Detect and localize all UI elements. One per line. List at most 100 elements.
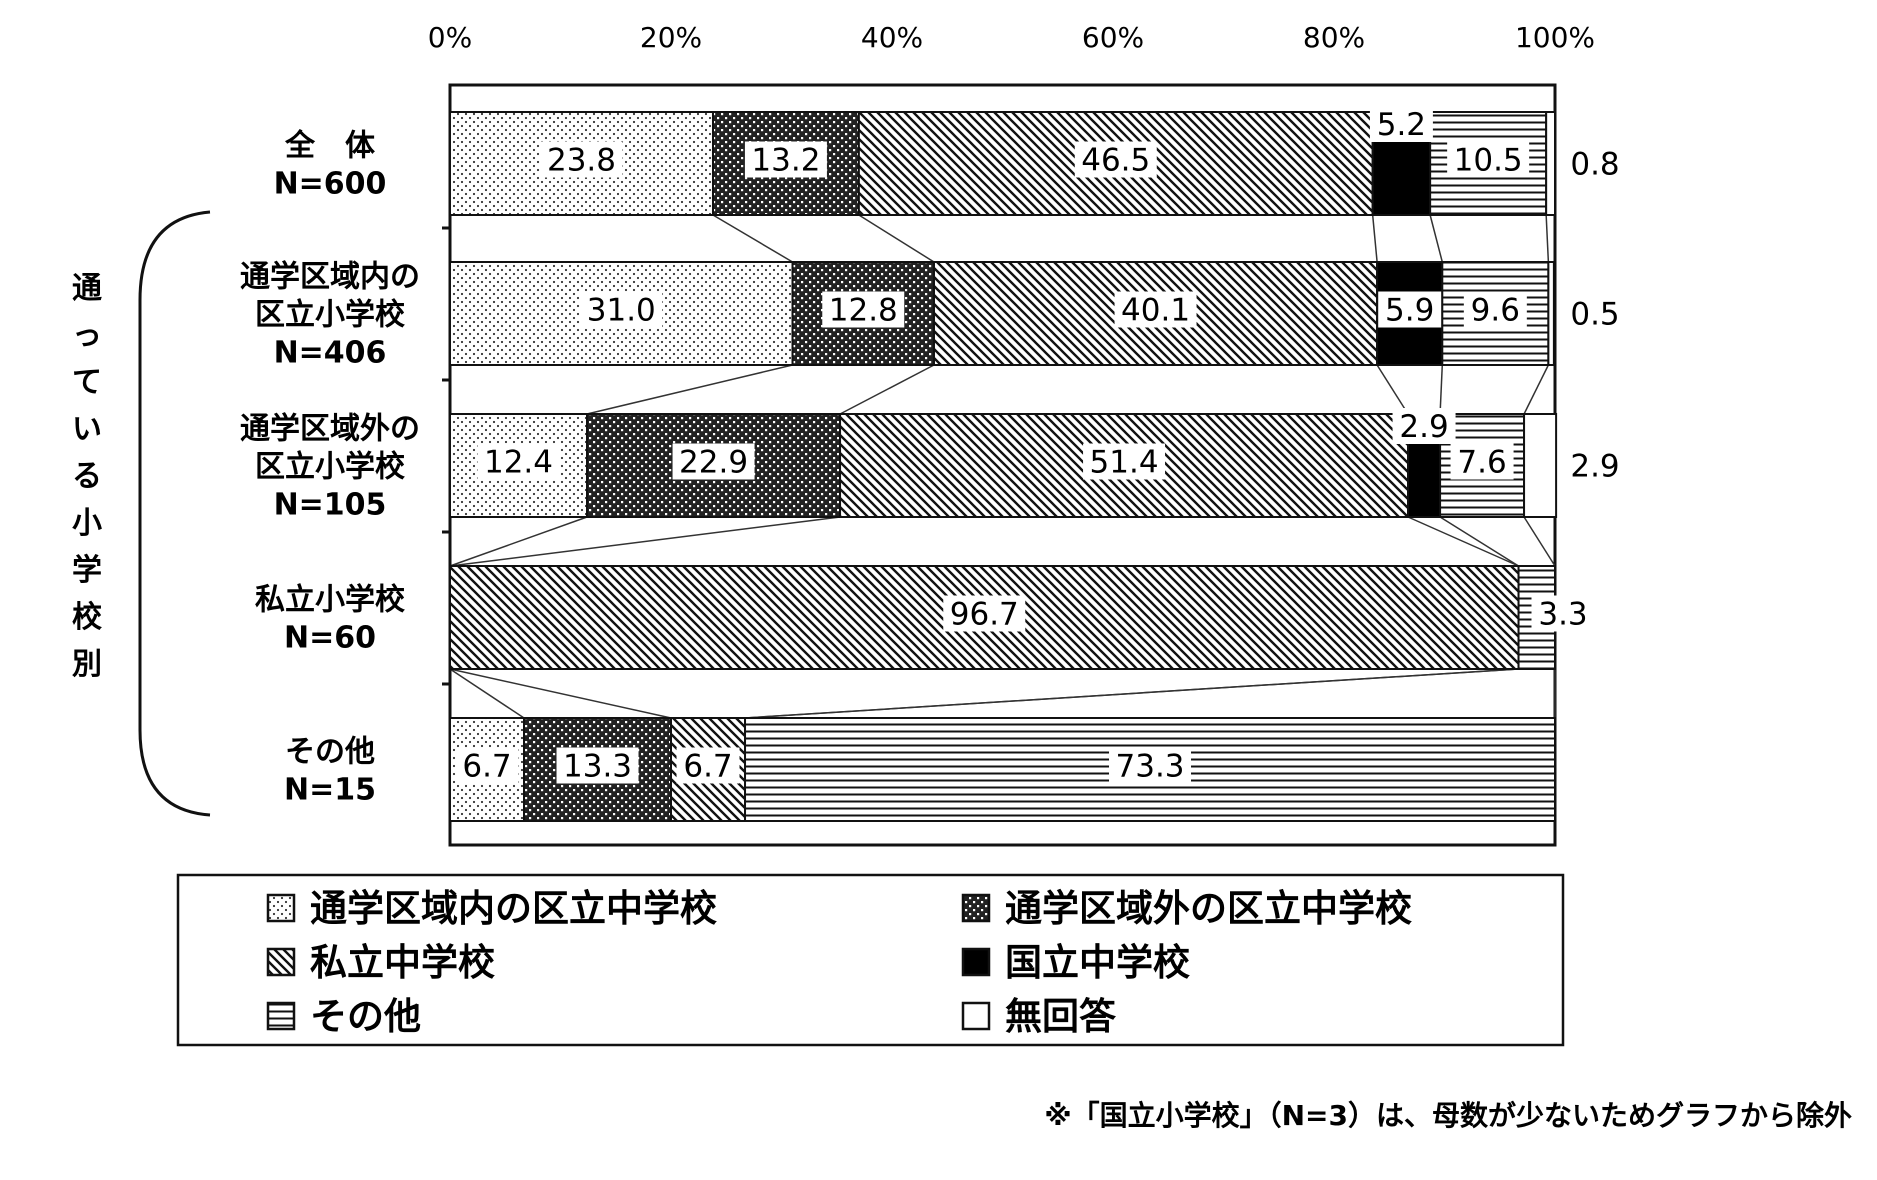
x-tick-label: 20% [640,21,702,54]
data-label: 22.9 [679,445,748,481]
legend-frame [176,873,1565,1047]
connector-line [1371,214,1378,263]
category-label: 通学区域内の [240,260,420,295]
connector-line [712,214,793,263]
data-label-background [455,747,519,784]
connector-line [1407,516,1519,567]
category-label: N=15 [284,773,376,808]
category-label: N=105 [274,488,387,523]
data-label: 40.1 [1121,293,1190,329]
group-label-char: て [72,365,102,400]
data-label: 13.2 [751,143,820,179]
data-label-background [1450,443,1514,480]
data-label: 7.6 [1457,445,1506,481]
data-labels: 23.8 13.2 46.5 5.2 10.5 0.8 31.0 12.8 40.1 5.9 9.6… [455,106,1620,785]
x-tick-label: 60% [1082,21,1144,54]
category-label: 私立小学校 [255,583,405,618]
data-label: 6.7 [462,749,511,785]
data-label-background [1369,106,1433,142]
legend-entry-label: その他 [310,995,421,1038]
x-tick-label: 40% [861,21,923,54]
group-label-char: 校 [72,600,102,635]
connector-line [1439,364,1444,415]
legend-swatch [266,893,296,923]
data-label: 23.8 [547,143,616,179]
legend-swatch [961,1001,991,1031]
x-tick-label: 0% [428,21,472,54]
data-label: 9.6 [1471,293,1520,329]
category-label: N=600 [274,167,387,202]
category-label: 区立小学校 [255,298,405,333]
legend-swatch [961,893,991,923]
series-connector-lines [449,214,1556,719]
data-label: 10.5 [1454,143,1523,179]
data-label-above: 5.2 [1377,107,1426,143]
category-label: 区立小学校 [255,450,405,485]
data-label: 31.0 [587,293,656,329]
legend-swatch [266,947,296,977]
data-label-background [1392,408,1456,444]
connector-line [449,668,525,719]
group-label-char: っ [72,318,102,353]
legend-entry-label: 通学区域内の区立中学校 [310,887,717,930]
legend-swatch [266,1001,296,1031]
connector-line [449,516,841,567]
data-label-background [1531,595,1595,632]
group-label-char: る [72,459,102,494]
category-label: その他 [285,735,375,770]
data-label-outside: 2.9 [1570,449,1619,485]
x-axis-ticks: 0% 20% 40% 60% 80% 100% [428,21,1595,54]
data-label-background [556,747,639,784]
data-label-background [1447,141,1530,178]
group-label-char: 学 [72,553,102,588]
connector-line [858,214,935,263]
data-label-above: 2.9 [1399,409,1448,445]
data-label-background [540,141,623,178]
data-label-background [1083,443,1166,480]
footnote: ※「国立小学校」（N=3）は、母数が少ないためグラフから除外 [1044,1099,1852,1132]
connector-line [744,668,1519,719]
data-label-outside: 0.8 [1570,147,1619,183]
category-label: 全 体 [284,129,376,164]
group-label-char: 小 [72,506,102,541]
connector-line [1545,214,1550,263]
data-label: 96.7 [950,597,1019,633]
data-label-background [477,443,560,480]
x-tick-label: 100% [1515,21,1595,54]
connector-line [1439,516,1519,567]
connector-line [1376,364,1409,415]
data-label-background [672,443,755,480]
bars [449,111,1558,822]
data-label-outside: 0.5 [1570,297,1619,333]
data-label-background [943,595,1026,632]
bar-segment [1441,261,1550,366]
data-label-background [1074,141,1157,178]
bar-segment [1545,111,1557,216]
data-label: 3.3 [1538,597,1587,633]
connector-line [1523,516,1556,567]
legend-entry-label: 国立中学校 [1005,941,1190,984]
data-label: 73.3 [1116,749,1185,785]
data-label: 13.3 [563,749,632,785]
group-label-char: 通 [72,271,102,306]
group-label-char: い [72,412,102,447]
data-label: 12.4 [484,445,553,481]
data-label: 12.8 [829,293,898,329]
x-tick-label: 80% [1303,21,1365,54]
category-label: N=406 [274,336,387,371]
legend-entry-label: 私立中学校 [310,941,495,984]
connector-line [449,668,672,719]
category-labels: 全 体N=600通学区域内の区立小学校N=406通学区域外の区立小学校N=105… [240,129,420,808]
data-label-background [1114,291,1197,328]
connector-line [839,364,935,415]
category-label: N=60 [284,621,376,656]
connector-line [1429,214,1444,263]
group-bracket-line [138,210,211,817]
connector-line [449,516,588,567]
data-label-background [676,747,740,784]
data-label: 51.4 [1090,445,1159,481]
bar-segment [1523,413,1558,518]
data-label: 46.5 [1081,143,1150,179]
legend-entry-label: 通学区域外の区立中学校 [1005,887,1412,930]
